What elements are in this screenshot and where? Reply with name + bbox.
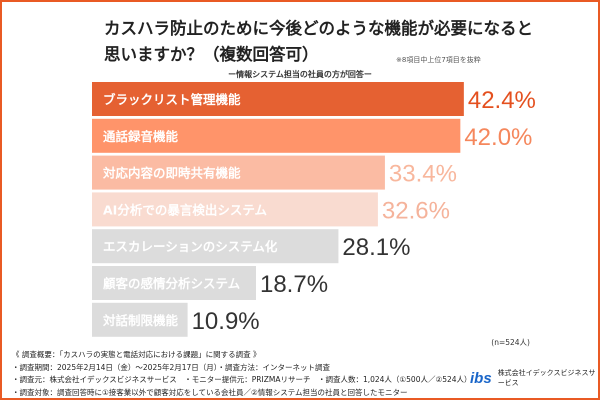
title-line-2: 思いますか？（複数回答可） — [104, 45, 319, 64]
category-label: 通話録音機能 — [103, 129, 179, 144]
subtitle: ー情報システム担当の社員の方が回答ー — [228, 70, 372, 79]
category-label: 対話制限機能 — [102, 313, 179, 328]
value-label: 42.0% — [464, 124, 532, 151]
bar — [92, 192, 378, 227]
footer-line: ・調査元：株式会社イデックスビジネスサービス ・モニター提供元：PRIZMAリサ… — [12, 375, 472, 384]
logo-text: 株式会社イデックスビジネスサービス — [497, 369, 596, 387]
sample-size: (n=524人) — [491, 338, 530, 347]
category-label: エスカレーションのシステム化 — [103, 239, 278, 254]
title-line-1: カスハラ防止のために今後どのような機能が必要になると — [104, 19, 533, 38]
footer-line: ・調査対象：調査回答時に①接客業以外で顧客対応をしている会社員／②情報システム担… — [12, 387, 408, 397]
bar — [92, 155, 385, 190]
category-label: ブラックリスト管理機能 — [103, 92, 241, 107]
value-label: 18.7% — [260, 271, 328, 298]
footer-line: ・調査期間：2025年2月14日（金）〜2025年2月17日（月）・調査方法：イ… — [12, 362, 331, 372]
value-label: 28.1% — [342, 234, 410, 261]
bar — [92, 302, 188, 337]
footer: 《 調査概要：「カスハラの実態と電話対応における課題」に関する調査 》 ・調査期… — [12, 349, 472, 399]
logo-mark: ibs — [470, 369, 492, 387]
note: ※8項目中上位7項目を抜粋 — [396, 56, 481, 64]
value-label: 33.4% — [389, 161, 457, 188]
bar — [92, 266, 256, 300]
category-label: 顧客の感情分析システム — [103, 276, 241, 291]
bar — [92, 82, 464, 116]
value-label: 42.4% — [468, 87, 536, 114]
footer-line: 《 調査概要：「カスハラの実態と電話対応における課題」に関する調査 》 — [12, 350, 261, 359]
chart-title: カスハラ防止のために今後どのような機能が必要になると 思いますか？（複数回答可） — [104, 16, 533, 68]
bar — [92, 229, 339, 264]
category-label: AI分析での暴言検出システム — [103, 202, 267, 217]
bar — [92, 118, 461, 153]
category-label: 対応内容の即時共有機能 — [102, 166, 241, 181]
value-label: 32.6% — [382, 197, 450, 224]
value-label: 10.9% — [192, 308, 260, 335]
company-logo: ibs 株式会社イデックスビジネスサービス — [470, 368, 600, 388]
